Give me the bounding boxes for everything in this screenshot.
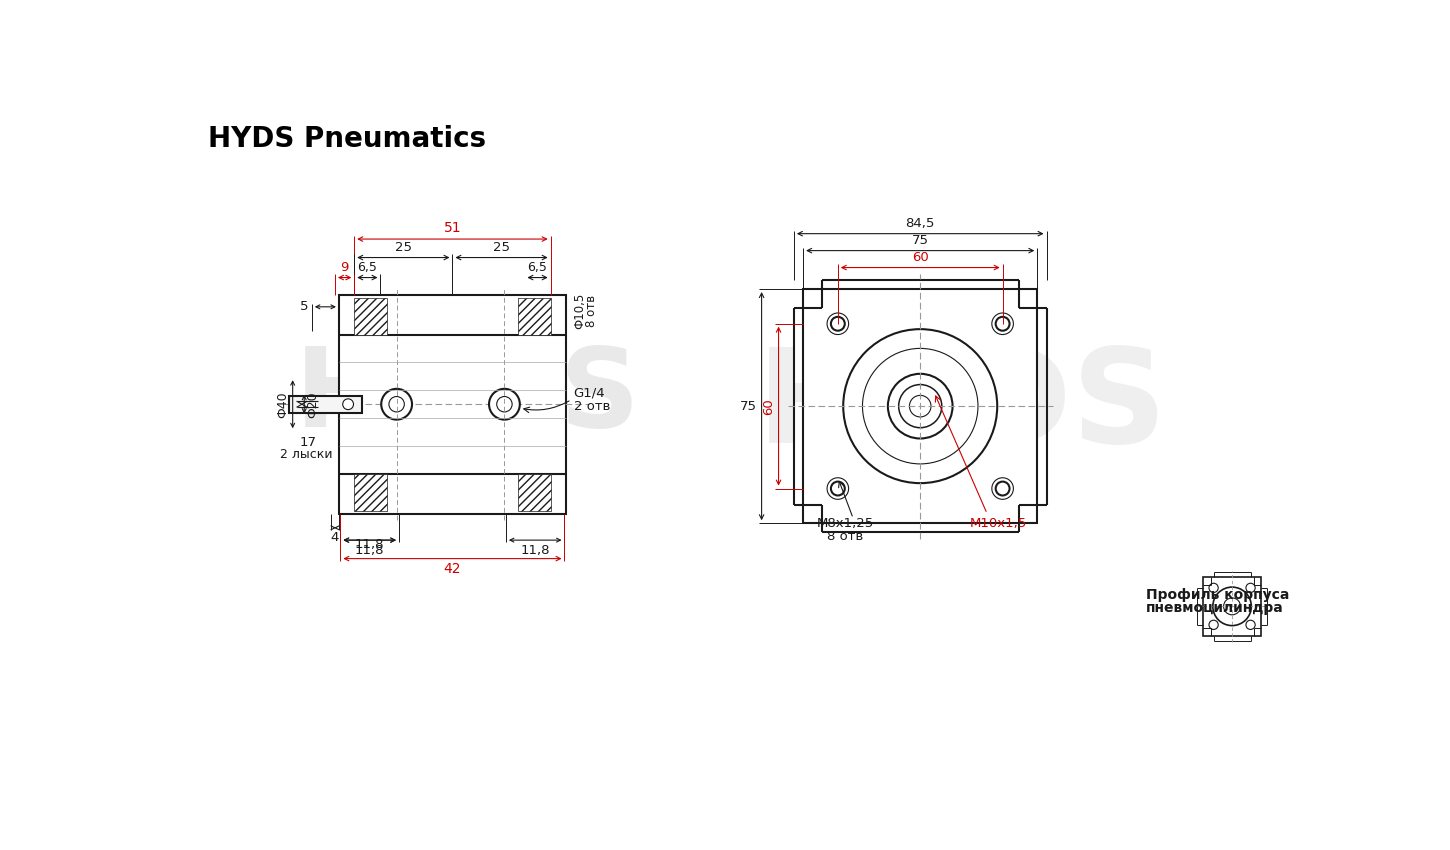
Text: 60: 60 [761, 398, 774, 415]
Circle shape [826, 478, 848, 499]
Circle shape [1212, 587, 1251, 626]
Text: HYDS: HYDS [757, 343, 1167, 470]
Bar [339, 294, 566, 514]
Circle shape [826, 313, 848, 335]
Bar [518, 474, 551, 511]
Circle shape [497, 397, 512, 412]
Text: 17: 17 [300, 436, 316, 450]
Bar [518, 298, 551, 335]
Circle shape [1224, 598, 1241, 615]
Bar [1204, 577, 1262, 636]
Circle shape [899, 384, 942, 428]
Circle shape [992, 313, 1014, 335]
Circle shape [1246, 620, 1256, 630]
Text: 25: 25 [493, 241, 510, 253]
Circle shape [1209, 620, 1218, 630]
Text: 11,8: 11,8 [521, 544, 550, 557]
Text: 8 отв: 8 отв [828, 530, 864, 543]
Circle shape [992, 478, 1014, 499]
Text: Профиль корпуса: Профиль корпуса [1146, 588, 1289, 602]
Text: 11,8: 11,8 [355, 538, 384, 551]
Text: 60: 60 [912, 251, 928, 264]
Text: 8 отв: 8 отв [584, 295, 597, 326]
Text: 9: 9 [341, 262, 349, 275]
Circle shape [489, 388, 519, 420]
Circle shape [844, 329, 998, 483]
Bar [354, 474, 387, 511]
Text: Ф20: Ф20 [306, 391, 319, 417]
Circle shape [381, 388, 412, 420]
Text: 6,5: 6,5 [528, 262, 548, 275]
Text: 5: 5 [300, 300, 309, 314]
Circle shape [996, 317, 1009, 331]
Circle shape [1246, 583, 1256, 592]
Text: 2 лыски: 2 лыски [280, 448, 332, 461]
Text: пневмоцилиндра: пневмоцилиндра [1146, 601, 1283, 615]
Circle shape [863, 348, 977, 464]
Text: M10х1,5: M10х1,5 [970, 517, 1028, 530]
Text: 75: 75 [740, 400, 757, 412]
Circle shape [1209, 583, 1218, 592]
Bar [803, 289, 1037, 524]
Text: Ф40: Ф40 [277, 391, 290, 417]
Text: HYDS Pneumatics: HYDS Pneumatics [207, 125, 486, 153]
Circle shape [996, 482, 1009, 496]
Circle shape [389, 397, 405, 412]
Circle shape [831, 482, 845, 496]
Text: M8х1,25: M8х1,25 [816, 517, 874, 530]
Circle shape [342, 399, 354, 410]
Text: 84,5: 84,5 [906, 217, 935, 230]
Text: 2 отв: 2 отв [574, 400, 610, 413]
Text: 25: 25 [394, 241, 412, 253]
Text: HYDS: HYDS [294, 343, 641, 450]
Bar [289, 396, 362, 413]
Text: Ф10,5: Ф10,5 [574, 292, 587, 329]
Text: 51: 51 [444, 221, 461, 235]
Circle shape [831, 317, 845, 331]
Circle shape [887, 374, 953, 439]
Bar [354, 298, 387, 335]
Text: 4: 4 [331, 531, 339, 544]
Text: 75: 75 [912, 234, 928, 246]
Text: G1/4: G1/4 [574, 386, 605, 400]
Text: 11,8: 11,8 [355, 544, 384, 557]
Text: 6,5: 6,5 [358, 262, 377, 275]
Circle shape [909, 395, 931, 417]
Text: 42: 42 [444, 563, 461, 576]
